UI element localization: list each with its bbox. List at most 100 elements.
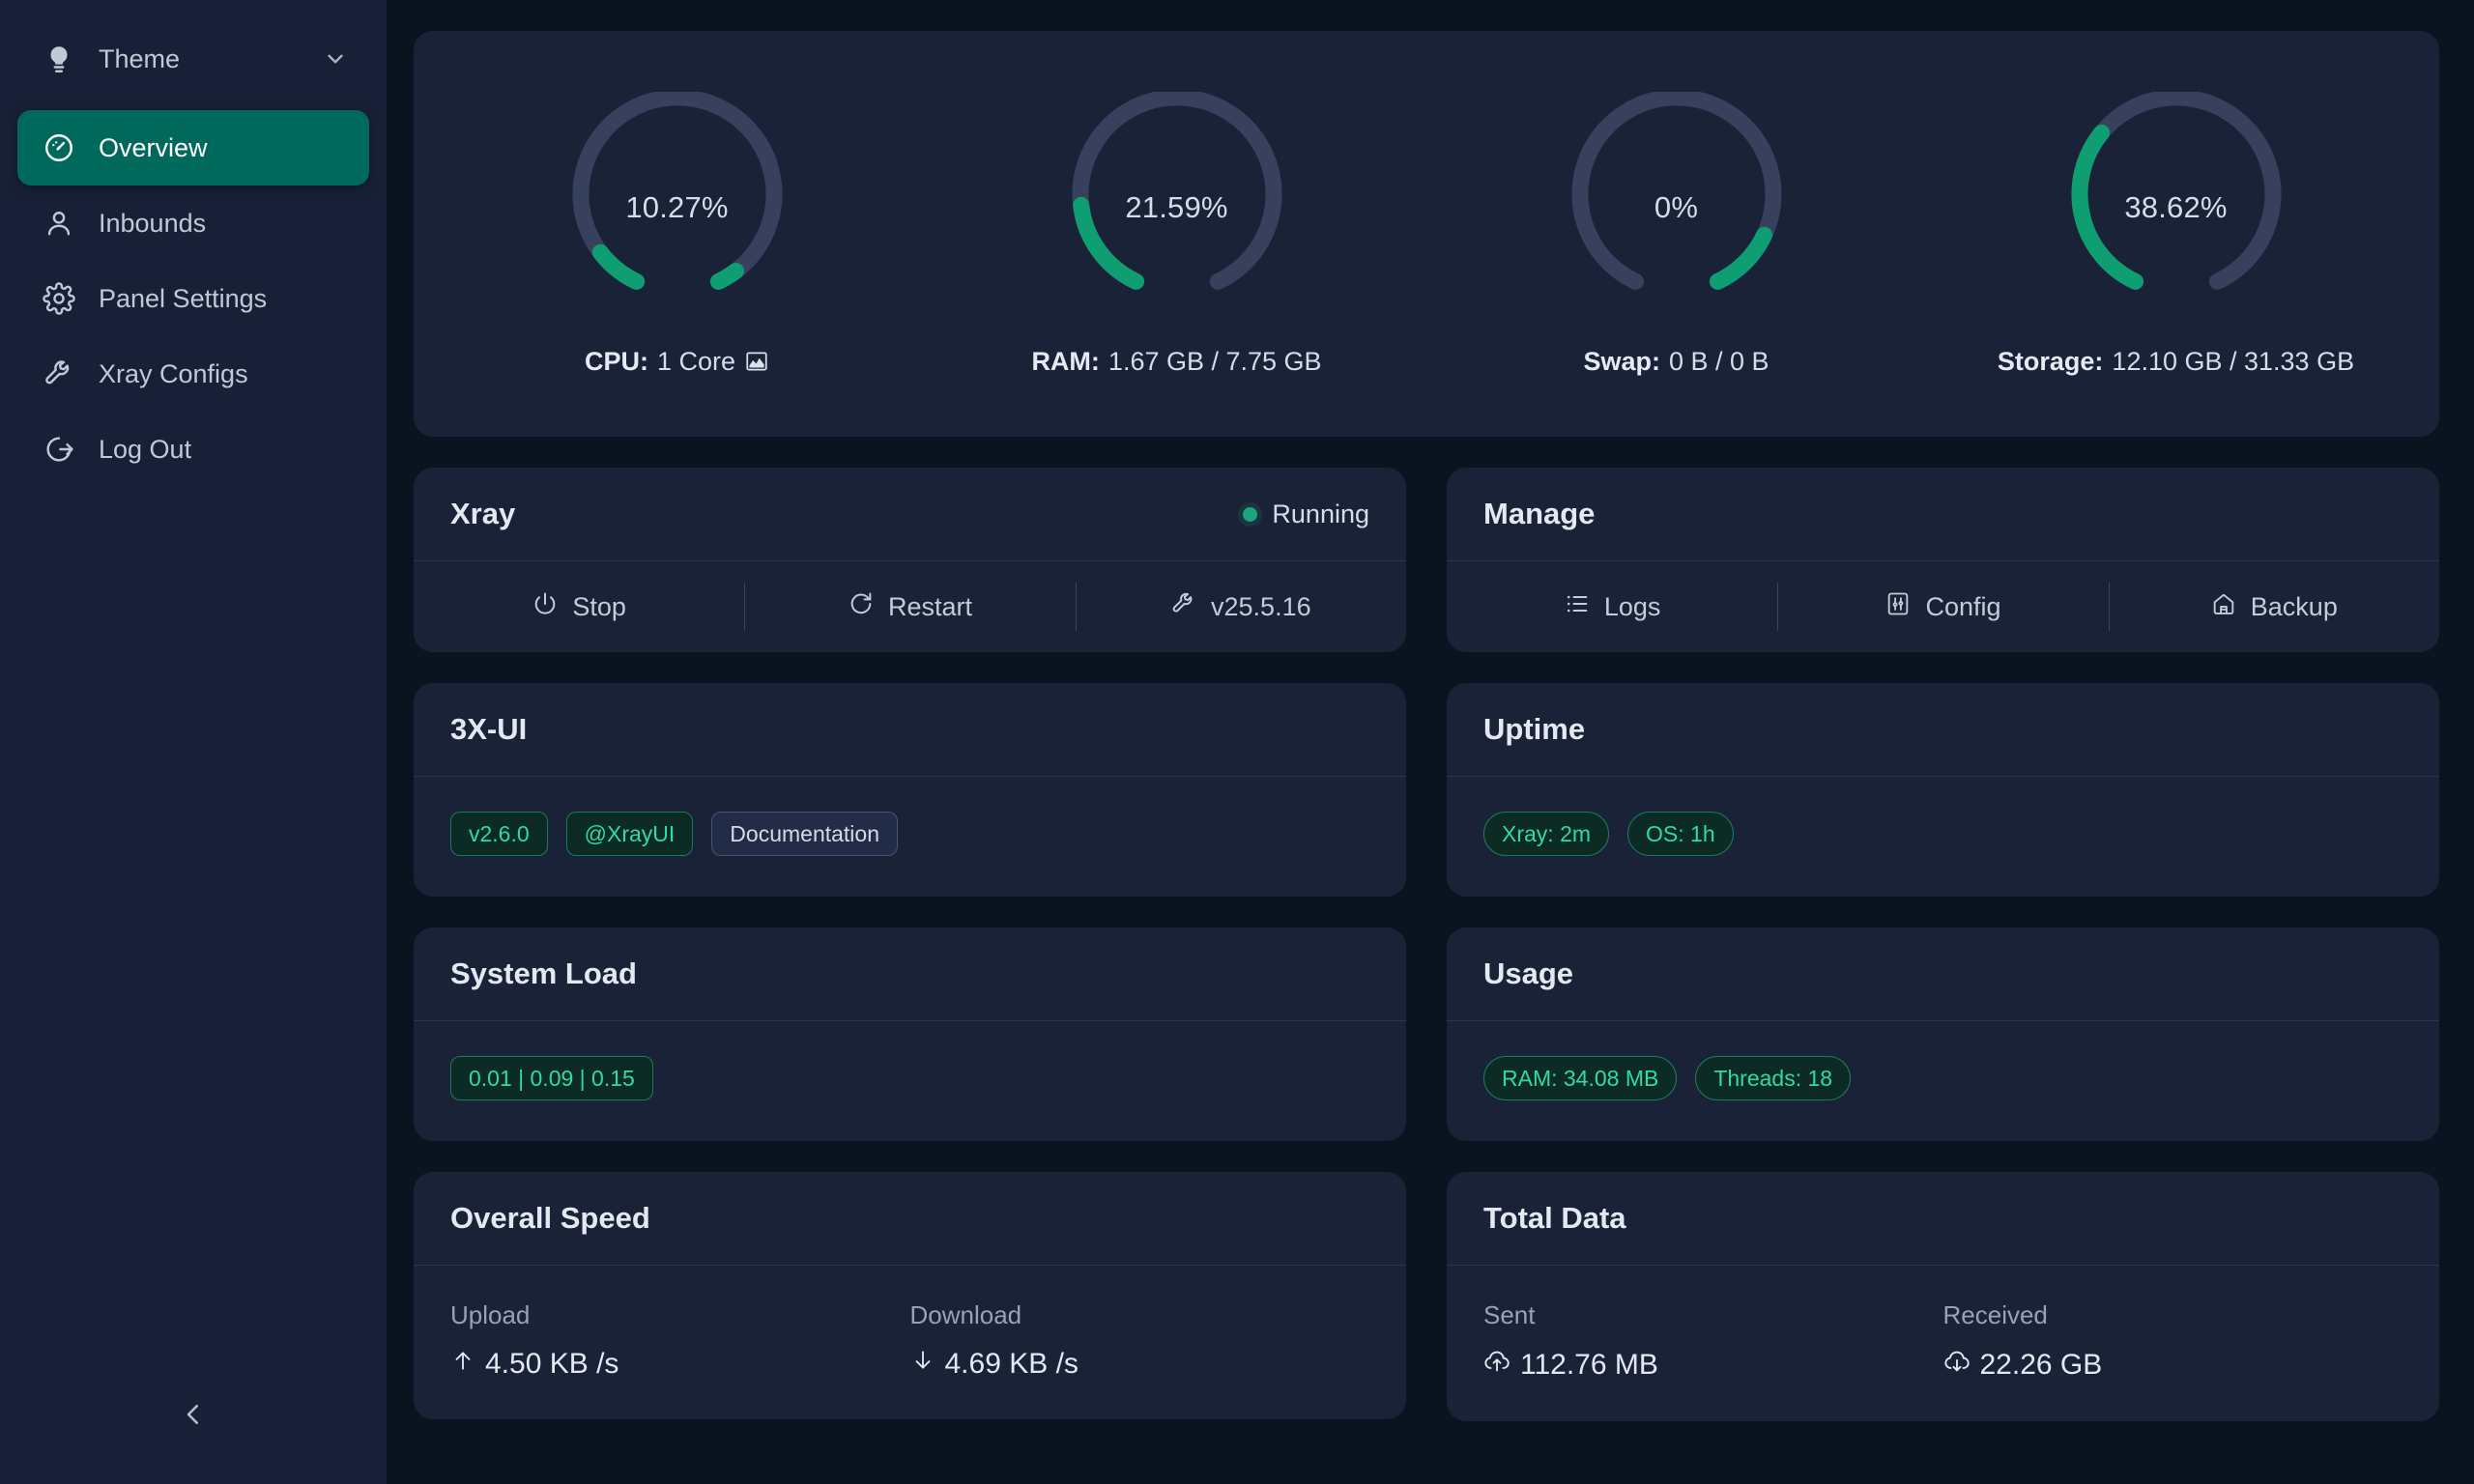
total-data-card-header: Total Data bbox=[1447, 1172, 2439, 1266]
dashboard-column-left: Xray Running Stop bbox=[414, 468, 1406, 1421]
gauge-ram: 21.59% RAM: 1.67 GB / 7.75 GB bbox=[927, 91, 1426, 377]
os-uptime-tag[interactable]: OS: 1h bbox=[1627, 812, 1734, 856]
restart-button[interactable]: Restart bbox=[744, 561, 1075, 652]
gauge-ring-storage: 38.62% bbox=[2060, 91, 2292, 324]
gauge-label-ram: RAM: 1.67 GB / 7.75 GB bbox=[1031, 347, 1321, 377]
stat-value: 4.69 KB /s bbox=[944, 1348, 1079, 1380]
xray-card: Xray Running Stop bbox=[414, 468, 1406, 652]
sliders-icon bbox=[1884, 590, 1912, 624]
system-gauges-card: 10.27% CPU: 1 Core bbox=[414, 31, 2439, 437]
gauge-svg-cpu bbox=[572, 91, 782, 290]
usage-threads-tag[interactable]: Threads: 18 bbox=[1695, 1056, 1852, 1100]
gauge-storage: 38.62% Storage: 12.10 GB / 31.33 GB bbox=[1926, 91, 2426, 377]
status-dot-icon bbox=[1243, 506, 1258, 522]
sidebar: Theme Overview bbox=[0, 0, 387, 1484]
gauge-label-value: 12.10 GB / 31.33 GB bbox=[2112, 346, 2355, 376]
panel-title: Usage bbox=[1483, 956, 1574, 990]
action-label: Config bbox=[1925, 591, 2001, 621]
panel-title: Manage bbox=[1483, 497, 1596, 530]
gauge-label-key: Swap: bbox=[1583, 346, 1660, 376]
stat-label: Download bbox=[909, 1300, 1022, 1329]
stat-value: 4.50 KB /s bbox=[485, 1348, 619, 1380]
usage-ram-tag[interactable]: RAM: 34.08 MB bbox=[1483, 1056, 1678, 1100]
overall-speed-card: Overall Speed Upload 4.50 KB /s bbox=[414, 1172, 1406, 1419]
action-label: Restart bbox=[887, 591, 972, 621]
gauge-swap: 0% Swap: 0 B / 0 B bbox=[1426, 91, 1926, 377]
manage-card: Manage Logs Confi bbox=[1447, 468, 2439, 652]
overall-speed-card-header: Overall Speed bbox=[414, 1172, 1406, 1266]
gear-icon bbox=[39, 278, 79, 319]
sidebar-item-label: Xray Configs bbox=[99, 358, 248, 388]
backup-button[interactable]: Backup bbox=[2108, 561, 2439, 652]
logs-button[interactable]: Logs bbox=[1447, 561, 1777, 652]
gauge-value-swap: 0% bbox=[1654, 189, 1699, 224]
documentation-tag[interactable]: Documentation bbox=[711, 812, 898, 856]
manage-card-actions: Logs Config Backup bbox=[1447, 561, 2439, 652]
action-label: Logs bbox=[1603, 591, 1661, 621]
power-icon bbox=[532, 590, 559, 624]
arrow-up-icon bbox=[450, 1348, 475, 1381]
panel-title: Uptime bbox=[1483, 712, 1586, 746]
dashboard-grid: Xray Running Stop bbox=[414, 468, 2439, 1421]
gauge-value-ram: 21.59% bbox=[1125, 189, 1228, 224]
xray-card-actions: Stop Restart v25.5.16 bbox=[414, 561, 1406, 652]
gauge-label-storage: Storage: 12.10 GB / 31.33 GB bbox=[1998, 347, 2354, 377]
xray-version-button[interactable]: v25.5.16 bbox=[1075, 561, 1406, 652]
version-tag[interactable]: v2.6.0 bbox=[450, 812, 548, 856]
uptime-card-tags: Xray: 2m OS: 1h bbox=[1447, 777, 2439, 897]
gauge-label-key: Storage: bbox=[1997, 346, 2104, 376]
telegram-tag[interactable]: @XrayUI bbox=[565, 812, 694, 856]
list-icon bbox=[1564, 590, 1591, 624]
received-stat: Received 22.26 GB bbox=[1943, 1300, 2403, 1383]
stop-button[interactable]: Stop bbox=[414, 561, 744, 652]
panel-title: Overall Speed bbox=[450, 1201, 650, 1235]
gauge-label-value: 1 Core bbox=[656, 346, 736, 376]
uptime-card-header: Uptime bbox=[1447, 683, 2439, 777]
gauge-icon bbox=[39, 128, 79, 168]
gauge-ring-ram: 21.59% bbox=[1061, 91, 1293, 324]
arrow-down-icon bbox=[910, 1348, 935, 1381]
panel-title: System Load bbox=[450, 956, 637, 990]
stat-label: Upload bbox=[450, 1300, 531, 1329]
refresh-icon bbox=[848, 590, 875, 624]
stat-value-row: 112.76 MB bbox=[1483, 1348, 1943, 1383]
sidebar-item-panel-settings[interactable]: Panel Settings bbox=[17, 261, 369, 336]
config-button[interactable]: Config bbox=[1777, 561, 2108, 652]
sidebar-collapse-button[interactable] bbox=[0, 1387, 387, 1445]
gauge-svg-swap bbox=[1571, 91, 1781, 290]
gauge-label-cpu: CPU: 1 Core bbox=[585, 347, 769, 377]
stat-value: 22.26 GB bbox=[1979, 1349, 2103, 1381]
panel-title: Xray bbox=[450, 497, 516, 530]
sent-stat: Sent 112.76 MB bbox=[1483, 1300, 1943, 1383]
sidebar-item-label: Overview bbox=[99, 132, 208, 162]
sidebar-item-label: Log Out bbox=[99, 434, 192, 464]
sidebar-item-log-out[interactable]: Log Out bbox=[17, 412, 369, 487]
chevron-left-icon bbox=[179, 1400, 208, 1434]
user-icon bbox=[39, 203, 79, 243]
gauge-label-value: 0 B / 0 B bbox=[1668, 346, 1769, 376]
chevron-down-icon[interactable] bbox=[323, 46, 348, 71]
usage-card-header: Usage bbox=[1447, 928, 2439, 1021]
chart-icon[interactable] bbox=[744, 349, 769, 374]
sidebar-item-theme[interactable]: Theme bbox=[17, 21, 369, 97]
main-content: 10.27% CPU: 1 Core bbox=[387, 0, 2474, 1484]
sidebar-item-label: Panel Settings bbox=[99, 283, 268, 313]
total-data-card: Total Data Sent 112.76 MB bbox=[1447, 1172, 2439, 1421]
cloud-download-icon bbox=[1943, 1348, 1971, 1383]
action-label: Stop bbox=[572, 591, 626, 621]
sidebar-item-xray-configs[interactable]: Xray Configs bbox=[17, 336, 369, 412]
gauge-label-key: RAM: bbox=[1031, 346, 1100, 376]
gauge-ring-cpu: 10.27% bbox=[561, 91, 793, 324]
backup-icon bbox=[2210, 590, 2237, 624]
sidebar-item-label: Inbounds bbox=[99, 208, 207, 238]
sidebar-item-inbounds[interactable]: Inbounds bbox=[17, 186, 369, 261]
dashboard-column-right: Manage Logs Confi bbox=[1447, 468, 2439, 1421]
xray-uptime-tag[interactable]: Xray: 2m bbox=[1483, 812, 1610, 856]
load-average-tag[interactable]: 0.01 | 0.09 | 0.15 bbox=[450, 1056, 653, 1100]
status-badge: Running bbox=[1243, 499, 1369, 529]
action-label: v25.5.16 bbox=[1211, 591, 1311, 621]
gauge-value-storage: 38.62% bbox=[2124, 189, 2228, 224]
system-load-card: System Load 0.01 | 0.09 | 0.15 bbox=[414, 928, 1406, 1141]
sidebar-item-overview[interactable]: Overview bbox=[17, 110, 369, 186]
